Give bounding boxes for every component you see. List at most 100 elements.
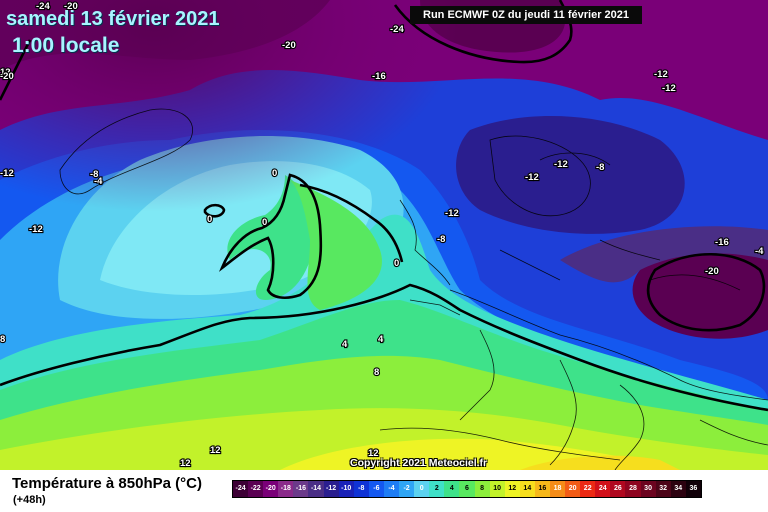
isotherm-label: -4: [755, 246, 764, 257]
legend-swatch: 4: [444, 481, 460, 497]
legend-tick-label: 14: [523, 485, 532, 492]
isotherm-label: -24: [390, 24, 404, 35]
legend-swatch: -16: [293, 481, 309, 497]
legend-tick-label: 28: [629, 485, 637, 492]
legend-tick-label: 20: [568, 485, 577, 492]
isotherm-label: -20: [282, 40, 296, 51]
isotherm-label: -12: [0, 168, 14, 179]
legend-swatch: -8: [353, 481, 369, 497]
legend-swatch: 30: [640, 481, 656, 497]
isotherm-label: -8: [596, 162, 604, 173]
isotherm-label: -12: [654, 69, 668, 80]
temperature-map: -24 -20 -24 -20 -16 -12 -12 -12 -12 -8 -…: [0, 0, 768, 470]
legend-swatch: -22: [248, 481, 264, 497]
legend-tick-label: 8: [480, 485, 484, 492]
legend-tick-label: 22: [583, 485, 592, 492]
isotherm-0-island: [203, 203, 226, 218]
legend-swatch: 16: [534, 481, 550, 497]
isotherm-label: -4: [94, 176, 103, 187]
legend-tick-label: 24: [598, 485, 607, 492]
legend-tick-label: -22: [250, 485, 261, 492]
legend-swatch: -14: [308, 481, 324, 497]
isotherm-label: -12: [29, 224, 43, 235]
legend-tick-label: 6: [465, 485, 469, 492]
isotherm-label: 4: [342, 339, 348, 350]
legend-tick-label: -6: [373, 485, 380, 492]
legend-tick-label: 18: [553, 485, 562, 492]
copyright-text: Copyright 2021 Meteociel.fr: [350, 457, 488, 469]
legend-tick-label: -14: [310, 485, 322, 492]
isotherm-label: 0: [272, 168, 277, 179]
coastlines: [59, 108, 768, 470]
legend-tick-label: 4: [449, 485, 454, 492]
legend-tick-label: 10: [493, 485, 502, 492]
legend-tick-label: -24: [235, 485, 246, 492]
isotherm-label: 12: [368, 448, 379, 459]
legend-tick-label: -10: [341, 485, 352, 492]
isotherm-label: 12: [210, 445, 221, 456]
scandinavia-outline: [489, 135, 591, 217]
legend-swatch: -20: [263, 481, 279, 497]
forecast-date: samedi 13 février 2021: [6, 8, 220, 30]
legend-swatch: 12: [504, 481, 520, 497]
legend-swatch: 2: [429, 481, 445, 497]
legend-swatch: 20: [565, 481, 581, 497]
legend-tick-label: 2: [434, 485, 439, 492]
isotherm-lines: [0, 0, 768, 412]
legend-swatch: 10: [489, 481, 505, 497]
legend-swatch: -24: [233, 481, 249, 497]
legend-tick-label: -20: [265, 485, 276, 492]
isotherm-label: -8: [437, 234, 445, 245]
legend-swatch: 18: [549, 481, 566, 497]
legend-tick-label: -2: [403, 485, 410, 492]
legend-swatch: 32: [655, 481, 671, 497]
color-scale: -24 -22 -20 -18 -16 -14 -12 -10 -8 -6 -4 -2 0 2 4 6 8 10 1…: [232, 480, 702, 498]
isotherm-label: 0: [207, 214, 212, 225]
legend-swatch: -4: [383, 481, 400, 497]
map-canvas: -24 -20 -24 -20 -16 -12 -12 -12 -12 -8 -…: [0, 0, 768, 470]
legend-title: Température à 850hPa (°C): [12, 475, 202, 492]
legend-tick-label: 32: [659, 485, 668, 492]
forecast-lead-time: (+48h): [13, 494, 46, 506]
isotherm-label: -8: [90, 169, 98, 180]
isotherm-label: 0: [394, 258, 399, 269]
legend-swatch: 24: [595, 481, 611, 497]
legend-tick-label: 30: [644, 485, 652, 492]
legend-tick-label: 36: [689, 485, 698, 492]
legend-tick-label: -16: [295, 485, 306, 492]
legend-tick-label: -8: [358, 485, 365, 492]
legend-footer: Température à 850hPa (°C) (+48h) -24 -22-…: [0, 470, 768, 512]
legend-tick-label: 16: [538, 485, 547, 492]
isotherm-label: 0: [262, 217, 267, 228]
legend-swatch: 8: [474, 481, 490, 497]
isotherm-label: -12: [445, 208, 459, 219]
greenland-outline: [59, 108, 193, 195]
legend-swatch: 0: [414, 481, 430, 497]
model-run-label: Run ECMWF 0Z du jeudi 11 février 2021: [410, 6, 642, 24]
isotherm-label: 12: [180, 458, 191, 469]
isotherm-minus20-east: [646, 253, 766, 332]
isotherm-label: 12: [0, 67, 11, 78]
isotherm-label: -16: [372, 71, 386, 82]
legend-tick-label: 34: [674, 485, 683, 492]
legend-tick-label: 26: [613, 485, 622, 492]
legend-swatch: 26: [610, 481, 626, 497]
legend-tick-label: -18: [280, 485, 291, 492]
isotherm-label: -20: [705, 266, 719, 277]
legend-swatch: 22: [580, 481, 596, 497]
legend-swatch: 6: [459, 481, 475, 497]
isotherm-label: 8: [0, 334, 5, 345]
legend-tick-label: 0: [419, 485, 424, 492]
legend-swatch: 14: [519, 481, 535, 497]
legend-swatch: -18: [278, 481, 294, 497]
isotherm-label: -20: [0, 71, 14, 82]
legend-tick-label: 12: [508, 485, 517, 492]
isotherm-label: 8: [374, 367, 379, 378]
isotherm-label: -12: [525, 172, 539, 183]
isotherm-value-labels: -24 -20 -24 -20 -16 -12 -12 -12 -12 -8 -…: [0, 0, 765, 470]
isotherm-label: -24: [36, 1, 50, 12]
legend-swatch: -2: [399, 481, 415, 497]
isotherm-label: -16: [715, 237, 729, 248]
legend-swatch: 28: [625, 481, 641, 497]
